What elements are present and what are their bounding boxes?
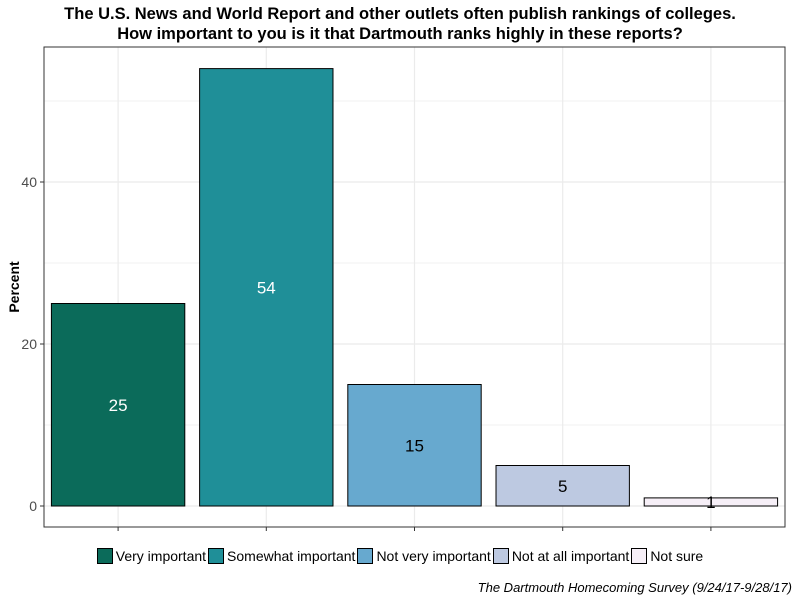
y-tick-label: 40	[21, 174, 37, 190]
legend-item: Not at all important	[492, 548, 630, 564]
legend-item: Not very important	[357, 548, 491, 564]
legend-swatch	[492, 548, 509, 564]
bar	[199, 68, 334, 507]
legend-swatch	[357, 548, 374, 564]
y-axis-label: Percent	[6, 261, 22, 313]
data-label: 1	[706, 493, 715, 512]
legend-label: Not very important	[376, 548, 491, 564]
legend-label: Very important	[115, 548, 207, 564]
bar-chart: 25 54 15 5 1 0 20 40 Percent	[6, 46, 786, 531]
legend-swatch	[208, 548, 225, 564]
bar	[50, 303, 186, 507]
chart-title: The U.S. News and World Report and other…	[0, 4, 800, 44]
chart-title-line-2: How important to you is it that Dartmout…	[117, 25, 683, 43]
legend-swatch	[96, 548, 113, 564]
bar	[347, 384, 482, 507]
legend-item: Very important	[96, 548, 207, 564]
legend-label: Somewhat important	[227, 548, 356, 564]
legend-swatch	[631, 548, 648, 564]
legend-label: Not sure	[650, 548, 704, 564]
legend-label: Not at all important	[511, 548, 630, 564]
bar	[495, 465, 630, 507]
y-tick-label: 0	[29, 498, 37, 514]
data-label: 15	[405, 436, 424, 455]
legend-item: Somewhat important	[208, 548, 355, 564]
data-label: 5	[558, 477, 567, 496]
source-caption: The Dartmouth Homecoming Survey (9/24/17…	[477, 580, 792, 595]
chart-title-line-1: The U.S. News and World Report and other…	[64, 5, 736, 23]
plot-panel-border	[43, 46, 786, 528]
bar	[643, 497, 779, 507]
legend: Very important Somewhat important Not very…	[0, 548, 800, 564]
legend-item: Not sure	[631, 548, 703, 564]
data-label: 54	[257, 278, 276, 297]
data-label: 25	[109, 396, 128, 415]
y-tick-label: 20	[21, 336, 37, 352]
